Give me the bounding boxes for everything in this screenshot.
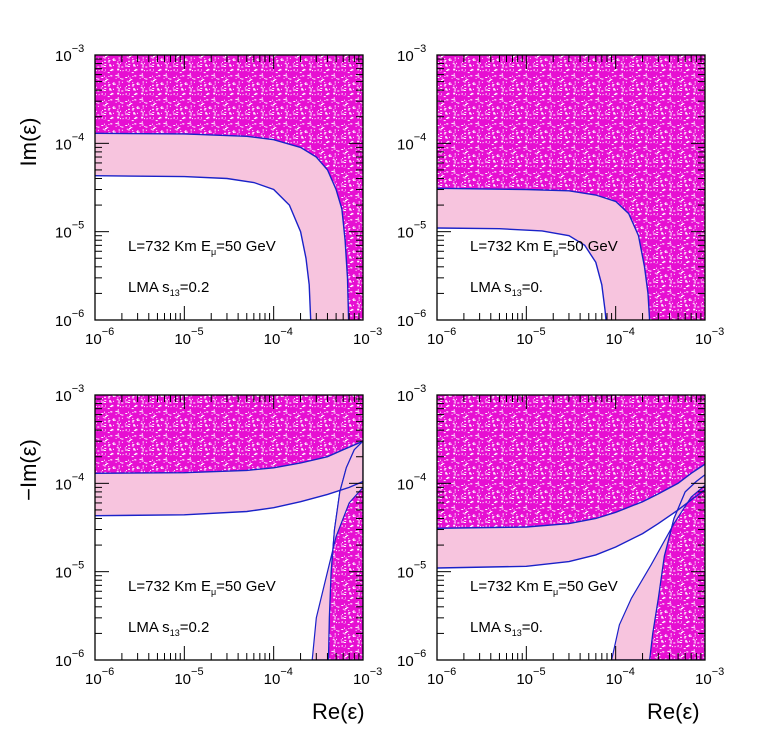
plot-frame <box>436 394 706 661</box>
x-axis-title-right: Re(ε) <box>647 699 700 724</box>
x-tick-label: 10−6 <box>427 666 456 688</box>
y-tick-label: 10−6 <box>397 308 426 330</box>
y-tick-label: 10−6 <box>397 648 426 670</box>
y-tick-label: 10−6 <box>55 648 84 670</box>
inner-contour-line <box>95 480 363 517</box>
x-tick-label: 10−4 <box>606 326 635 348</box>
outer-contour-line <box>95 440 363 474</box>
y-tick-label: 10−4 <box>397 131 426 153</box>
y-tick-label: 10−4 <box>55 471 84 493</box>
x-tick-label: 10−4 <box>264 666 293 688</box>
inner-clean-region <box>437 228 606 320</box>
x-tick-label: 10−3 <box>353 666 382 688</box>
outer-contour-line <box>437 187 651 320</box>
y-tick-label: 10−6 <box>55 308 84 330</box>
x-tick-label: 10−4 <box>606 666 635 688</box>
x-tick-label: 10−6 <box>85 666 114 688</box>
y-axis-title-top: Im(ε) <box>16 118 41 167</box>
y-axis-title-bottom: −Im(ε) <box>16 439 41 501</box>
outer-contour-line <box>95 132 350 320</box>
panel-annotation-line: LMA s13=0.2 <box>128 279 209 298</box>
plot-frame <box>94 54 364 321</box>
y-tick-label: 10−5 <box>397 560 426 582</box>
inner-clean-region <box>95 481 363 660</box>
y-tick-label: 10−5 <box>55 220 84 242</box>
x-axis-title-left: Re(ε) <box>312 699 365 724</box>
panel-annotation-line: LMA s13=0.2 <box>128 619 209 638</box>
x-tick-label: 10−5 <box>174 326 203 348</box>
x-tick-label: 10−3 <box>695 666 724 688</box>
inner-clean-region <box>95 175 311 320</box>
inner-contour-line <box>437 489 705 569</box>
secondary-region-band <box>311 440 363 660</box>
panel-top-right: 10−6 10−5 10−4 10−3 10−6 10−5 10−4 10−3 L=732 Km… <box>397 43 724 348</box>
x-tick-label: 10−4 <box>264 326 293 348</box>
panel-annotation-line: L=732 Km Eμ=50 GeV <box>128 238 276 257</box>
x-tick-label: 10−5 <box>516 666 545 688</box>
panel-annotation-line: L=732 Km Eμ=50 GeV <box>470 238 618 257</box>
secondary-region-band <box>610 474 705 660</box>
x-tick-label: 10−3 <box>695 326 724 348</box>
x-tick-label: 10−3 <box>353 326 382 348</box>
panel-bottom-right: 10−6 10−5 10−4 10−3 10−6 10−5 10−4 10−3 L=732 Km… <box>397 383 724 688</box>
inner-contour-line <box>95 175 312 320</box>
x-tick-label: 10−5 <box>516 326 545 348</box>
panel-bottom-left: 10−6 10−5 10−4 10−3 10−6 10−5 10−4 10−3 L=732 Km… <box>55 383 382 688</box>
panel-annotation-line: LMA s13=0. <box>470 279 543 298</box>
x-tick-label: 10−5 <box>174 666 203 688</box>
plot-frame <box>436 54 706 321</box>
y-tick-label: 10−3 <box>55 383 84 405</box>
y-tick-label: 10−5 <box>397 220 426 242</box>
y-tick-label: 10−4 <box>397 471 426 493</box>
y-tick-label: 10−4 <box>55 131 84 153</box>
y-tick-label: 10−5 <box>55 560 84 582</box>
panel-annotation-line: LMA s13=0. <box>470 619 543 638</box>
y-tick-label: 10−3 <box>397 383 426 405</box>
panel-top-left: 10−6 10−5 10−4 10−3 10−6 10−5 10−4 10−3 L=732 Km… <box>55 43 382 348</box>
x-tick-label: 10−6 <box>85 326 114 348</box>
outer-contour-line <box>437 463 705 529</box>
plot-frame <box>94 394 364 661</box>
inner-contour-line <box>437 227 607 320</box>
panel-annotation-line: L=732 Km Eμ=50 GeV <box>470 578 618 597</box>
panel-annotation-line: L=732 Km Eμ=50 GeV <box>128 578 276 597</box>
y-tick-label: 10−3 <box>397 43 426 65</box>
x-tick-label: 10−6 <box>427 326 456 348</box>
y-tick-label: 10−3 <box>55 43 84 65</box>
